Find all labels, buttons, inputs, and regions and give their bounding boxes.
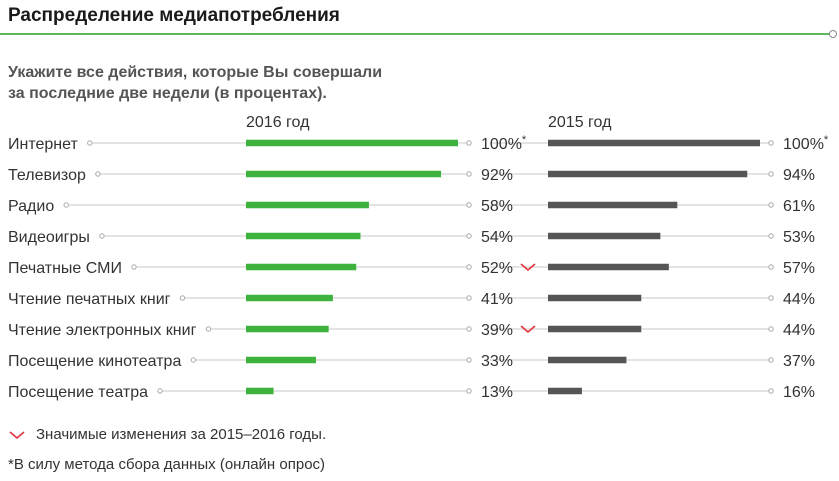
bar-2016 [246, 387, 274, 395]
subtitle-line-1: Укажите все действия, которые Вы соверша… [8, 64, 383, 81]
value-dot [466, 295, 472, 301]
divider-end-dot [829, 30, 837, 38]
bar-2015 [548, 356, 627, 364]
value-dot [466, 202, 472, 208]
bar-2015 [548, 139, 760, 147]
bar-2015 [548, 263, 669, 271]
title-divider [0, 33, 831, 35]
subtitle-line-2: за последние две недели (в процентах). [8, 85, 327, 102]
legend: Значимые изменения за 2015–2016 годы. [8, 426, 326, 443]
bar-2016 [246, 232, 361, 240]
category-label: Посещение театра [8, 384, 148, 401]
value-label-2016: 39% [481, 322, 513, 339]
value-label-2016: 13% [481, 384, 513, 401]
significant-change-icon [520, 325, 536, 334]
value-dot [768, 326, 774, 332]
value-label-2015: 100%* [783, 134, 829, 153]
series-label-2016: 2016 год [246, 114, 310, 131]
leader-dot [87, 140, 93, 146]
bar-2015 [548, 387, 582, 395]
value-label-2015: 53% [783, 229, 815, 246]
leader-dot [190, 357, 197, 363]
value-label-2016: 54% [481, 229, 513, 246]
footnote: *В силу метода сбора данных (онлайн опро… [8, 456, 326, 473]
value-dot [768, 233, 774, 239]
leader-dot [157, 388, 163, 394]
significant-change-icon [9, 430, 25, 439]
value-label-2016: 33% [481, 353, 513, 370]
leader-dot [95, 171, 101, 177]
value-dot [768, 171, 774, 177]
leader-dot [205, 326, 212, 332]
bar-2015 [548, 325, 642, 333]
value-label-2016: 52% [481, 260, 513, 277]
category-label: Телевизор [8, 167, 86, 184]
bar-2015 [548, 201, 678, 209]
bar-2016 [246, 356, 316, 364]
category-label: Печатные СМИ [8, 260, 122, 277]
bar-2016 [246, 263, 357, 271]
leader-dot [131, 264, 137, 270]
legend-label: Значимые изменения за 2015–2016 годы. [36, 426, 327, 443]
bar-2016 [246, 294, 333, 302]
value-dot [466, 326, 472, 332]
value-dot [466, 357, 472, 363]
value-dot [768, 295, 774, 301]
value-label-2015: 44% [783, 322, 815, 339]
value-label-2016: 41% [481, 291, 513, 308]
bar-2015 [548, 170, 748, 178]
series-label-2015: 2015 год [548, 114, 612, 131]
value-label-2015: 94% [783, 167, 815, 184]
bar-2015 [548, 294, 642, 302]
value-dot [466, 388, 472, 394]
leader-dot [99, 233, 105, 239]
value-dot [768, 202, 774, 208]
value-dot [466, 140, 472, 146]
value-label-2016: 100%* [481, 134, 527, 153]
category-label: Чтение печатных книг [8, 291, 171, 308]
value-dot [466, 264, 472, 270]
bar-2016 [246, 201, 369, 209]
value-label-2015: 16% [783, 384, 815, 401]
bar-2016 [246, 139, 458, 147]
bar-2016 [246, 170, 442, 178]
leader-dot [179, 295, 186, 301]
significant-change-icon [520, 263, 536, 272]
value-label-2015: 37% [783, 353, 815, 370]
value-dot [768, 388, 774, 394]
bar-2016 [246, 325, 329, 333]
category-label: Радио [8, 198, 54, 215]
leader-dot [63, 202, 69, 208]
value-label-2016: 92% [481, 167, 513, 184]
value-dot [466, 171, 472, 177]
value-label-2016: 58% [481, 198, 513, 215]
chart-subtitle: Укажите все действия, которые Вы соверша… [8, 62, 382, 104]
value-dot [768, 140, 774, 146]
category-label: Интернет [8, 136, 78, 153]
category-label: Чтение электронных книг [8, 322, 197, 339]
value-dot [768, 264, 774, 270]
value-label-2015: 61% [783, 198, 815, 215]
value-dot [466, 233, 472, 239]
category-label: Видеоигры [8, 229, 90, 246]
value-label-2015: 44% [783, 291, 815, 308]
value-dot [768, 357, 774, 363]
category-label: Посещение кинотеатра [8, 353, 181, 370]
value-label-2015: 57% [783, 260, 815, 277]
page-title: Распределение медиапотребления [8, 5, 340, 26]
bar-2015 [548, 232, 661, 240]
